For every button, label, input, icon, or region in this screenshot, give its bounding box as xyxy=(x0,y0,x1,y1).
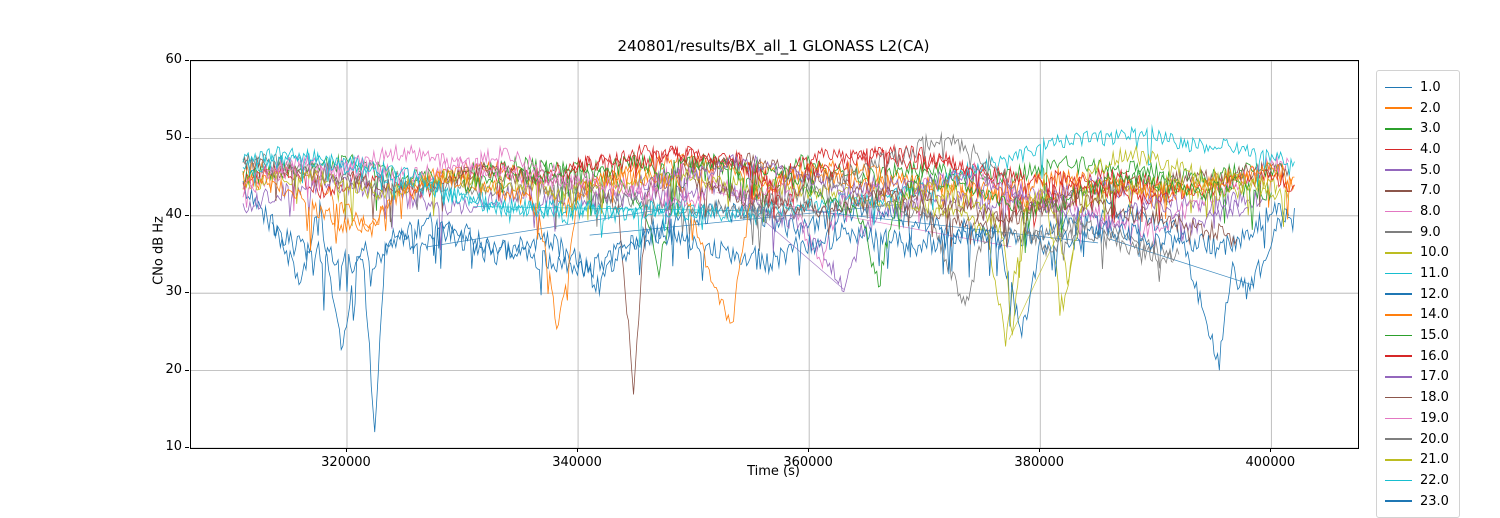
legend-line-sample xyxy=(1385,107,1412,109)
x-tick-label: 400000 xyxy=(1245,455,1296,470)
y-tick-mark xyxy=(185,369,189,371)
figure: 240801/results/BX_all_1 GLONASS L2(CA) C… xyxy=(152,37,1460,518)
legend-label: 12.0 xyxy=(1420,286,1449,302)
legend-entry: 5.0 xyxy=(1385,160,1449,181)
legend-label: 21.0 xyxy=(1420,452,1449,468)
legend-entry: 10.0 xyxy=(1385,243,1449,264)
x-tick-label: 380000 xyxy=(1014,455,1065,470)
y-tick-label: 50 xyxy=(165,129,182,145)
x-tick-mark xyxy=(1039,448,1041,452)
legend-line-sample xyxy=(1385,417,1412,420)
legend-line-sample xyxy=(1385,376,1412,378)
legend-entry: 23.0 xyxy=(1385,491,1449,512)
legend-entry: 19.0 xyxy=(1385,408,1449,429)
y-tick-mark xyxy=(185,60,189,61)
y-tick-mark xyxy=(185,137,189,139)
legend-entry: 9.0 xyxy=(1385,222,1449,243)
legend-label: 20.0 xyxy=(1420,431,1449,447)
legend-line-sample xyxy=(1385,86,1412,89)
legend-label: 22.0 xyxy=(1420,472,1449,488)
legend-label: 2.0 xyxy=(1420,100,1441,116)
legend-entry: 7.0 xyxy=(1385,180,1449,201)
legend-entry: 15.0 xyxy=(1385,325,1449,346)
legend-label: 14.0 xyxy=(1420,307,1449,323)
legend-entry: 11.0 xyxy=(1385,263,1449,284)
legend-label: 4.0 xyxy=(1420,141,1441,157)
x-tick-label: 360000 xyxy=(783,455,833,470)
legend-label: 1.0 xyxy=(1420,79,1441,95)
chart-title: 240801/results/BX_all_1 GLONASS L2(CA) xyxy=(617,37,930,55)
x-tick-mark xyxy=(1270,448,1272,452)
legend-label: 9.0 xyxy=(1420,224,1441,240)
legend-line-sample xyxy=(1385,210,1412,213)
y-tick-mark xyxy=(185,214,189,216)
legend-line-sample xyxy=(1385,272,1412,275)
legend-label: 19.0 xyxy=(1420,410,1449,426)
legend-entry: 21.0 xyxy=(1385,449,1449,470)
x-tick-mark xyxy=(577,448,579,452)
legend-line-sample xyxy=(1385,148,1412,151)
x-tick-mark xyxy=(808,448,810,452)
y-tick-label: 10 xyxy=(165,439,182,454)
legend-label: 11.0 xyxy=(1420,266,1449,282)
legend-label: 7.0 xyxy=(1420,183,1441,199)
legend-line-sample xyxy=(1385,479,1412,482)
legend-line-sample xyxy=(1385,252,1412,254)
legend-entry: 3.0 xyxy=(1385,118,1449,139)
legend-line-sample xyxy=(1385,169,1412,171)
legend-entry: 16.0 xyxy=(1385,346,1449,367)
y-tick-mark xyxy=(185,292,189,294)
y-tick-label: 60 xyxy=(165,52,182,67)
legend-label: 18.0 xyxy=(1420,390,1449,406)
legend-line-sample xyxy=(1385,396,1412,399)
legend-line-sample xyxy=(1385,438,1412,440)
legend-entry: 14.0 xyxy=(1385,305,1449,326)
legend-label: 3.0 xyxy=(1420,121,1441,137)
legend-label: 15.0 xyxy=(1420,328,1449,344)
legend-line-sample xyxy=(1385,293,1412,296)
legend: 1.0 2.0 3.0 4.0 5.0 7.0 8.0 9.0 10.0 11.0 12.0 14.0… xyxy=(1376,70,1460,518)
legend-line-sample xyxy=(1385,127,1412,130)
x-tick-label: 320000 xyxy=(321,455,371,470)
legend-entry: 17.0 xyxy=(1385,367,1449,388)
x-tick-label: 340000 xyxy=(552,455,602,470)
plot-canvas xyxy=(191,61,1358,448)
legend-entry: 20.0 xyxy=(1385,429,1449,450)
y-tick-mark xyxy=(185,447,189,448)
plot-area xyxy=(190,60,1359,449)
legend-entry: 12.0 xyxy=(1385,284,1449,305)
legend-line-sample xyxy=(1385,334,1412,337)
legend-entry: 1.0 xyxy=(1385,77,1449,98)
legend-line-sample xyxy=(1385,500,1412,502)
legend-label: 17.0 xyxy=(1420,369,1449,385)
legend-label: 10.0 xyxy=(1420,245,1449,261)
legend-line-sample xyxy=(1385,189,1412,192)
y-tick-label: 20 xyxy=(165,361,182,377)
y-tick-label: 30 xyxy=(165,284,182,300)
legend-line-sample xyxy=(1385,314,1412,316)
legend-entry: 18.0 xyxy=(1385,387,1449,408)
legend-entry: 22.0 xyxy=(1385,470,1449,491)
x-tick-mark xyxy=(345,448,347,452)
y-tick-label: 40 xyxy=(165,206,182,222)
legend-entry: 8.0 xyxy=(1385,201,1449,222)
legend-label: 16.0 xyxy=(1420,348,1449,364)
legend-label: 5.0 xyxy=(1420,162,1441,178)
legend-label: 8.0 xyxy=(1420,203,1441,219)
legend-entry: 4.0 xyxy=(1385,139,1449,160)
x-axis-label: Time (s) xyxy=(747,464,800,479)
legend-line-sample xyxy=(1385,458,1412,461)
legend-line-sample xyxy=(1385,355,1412,358)
legend-line-sample xyxy=(1385,231,1412,233)
legend-entry: 2.0 xyxy=(1385,98,1449,119)
legend-label: 23.0 xyxy=(1420,493,1449,509)
